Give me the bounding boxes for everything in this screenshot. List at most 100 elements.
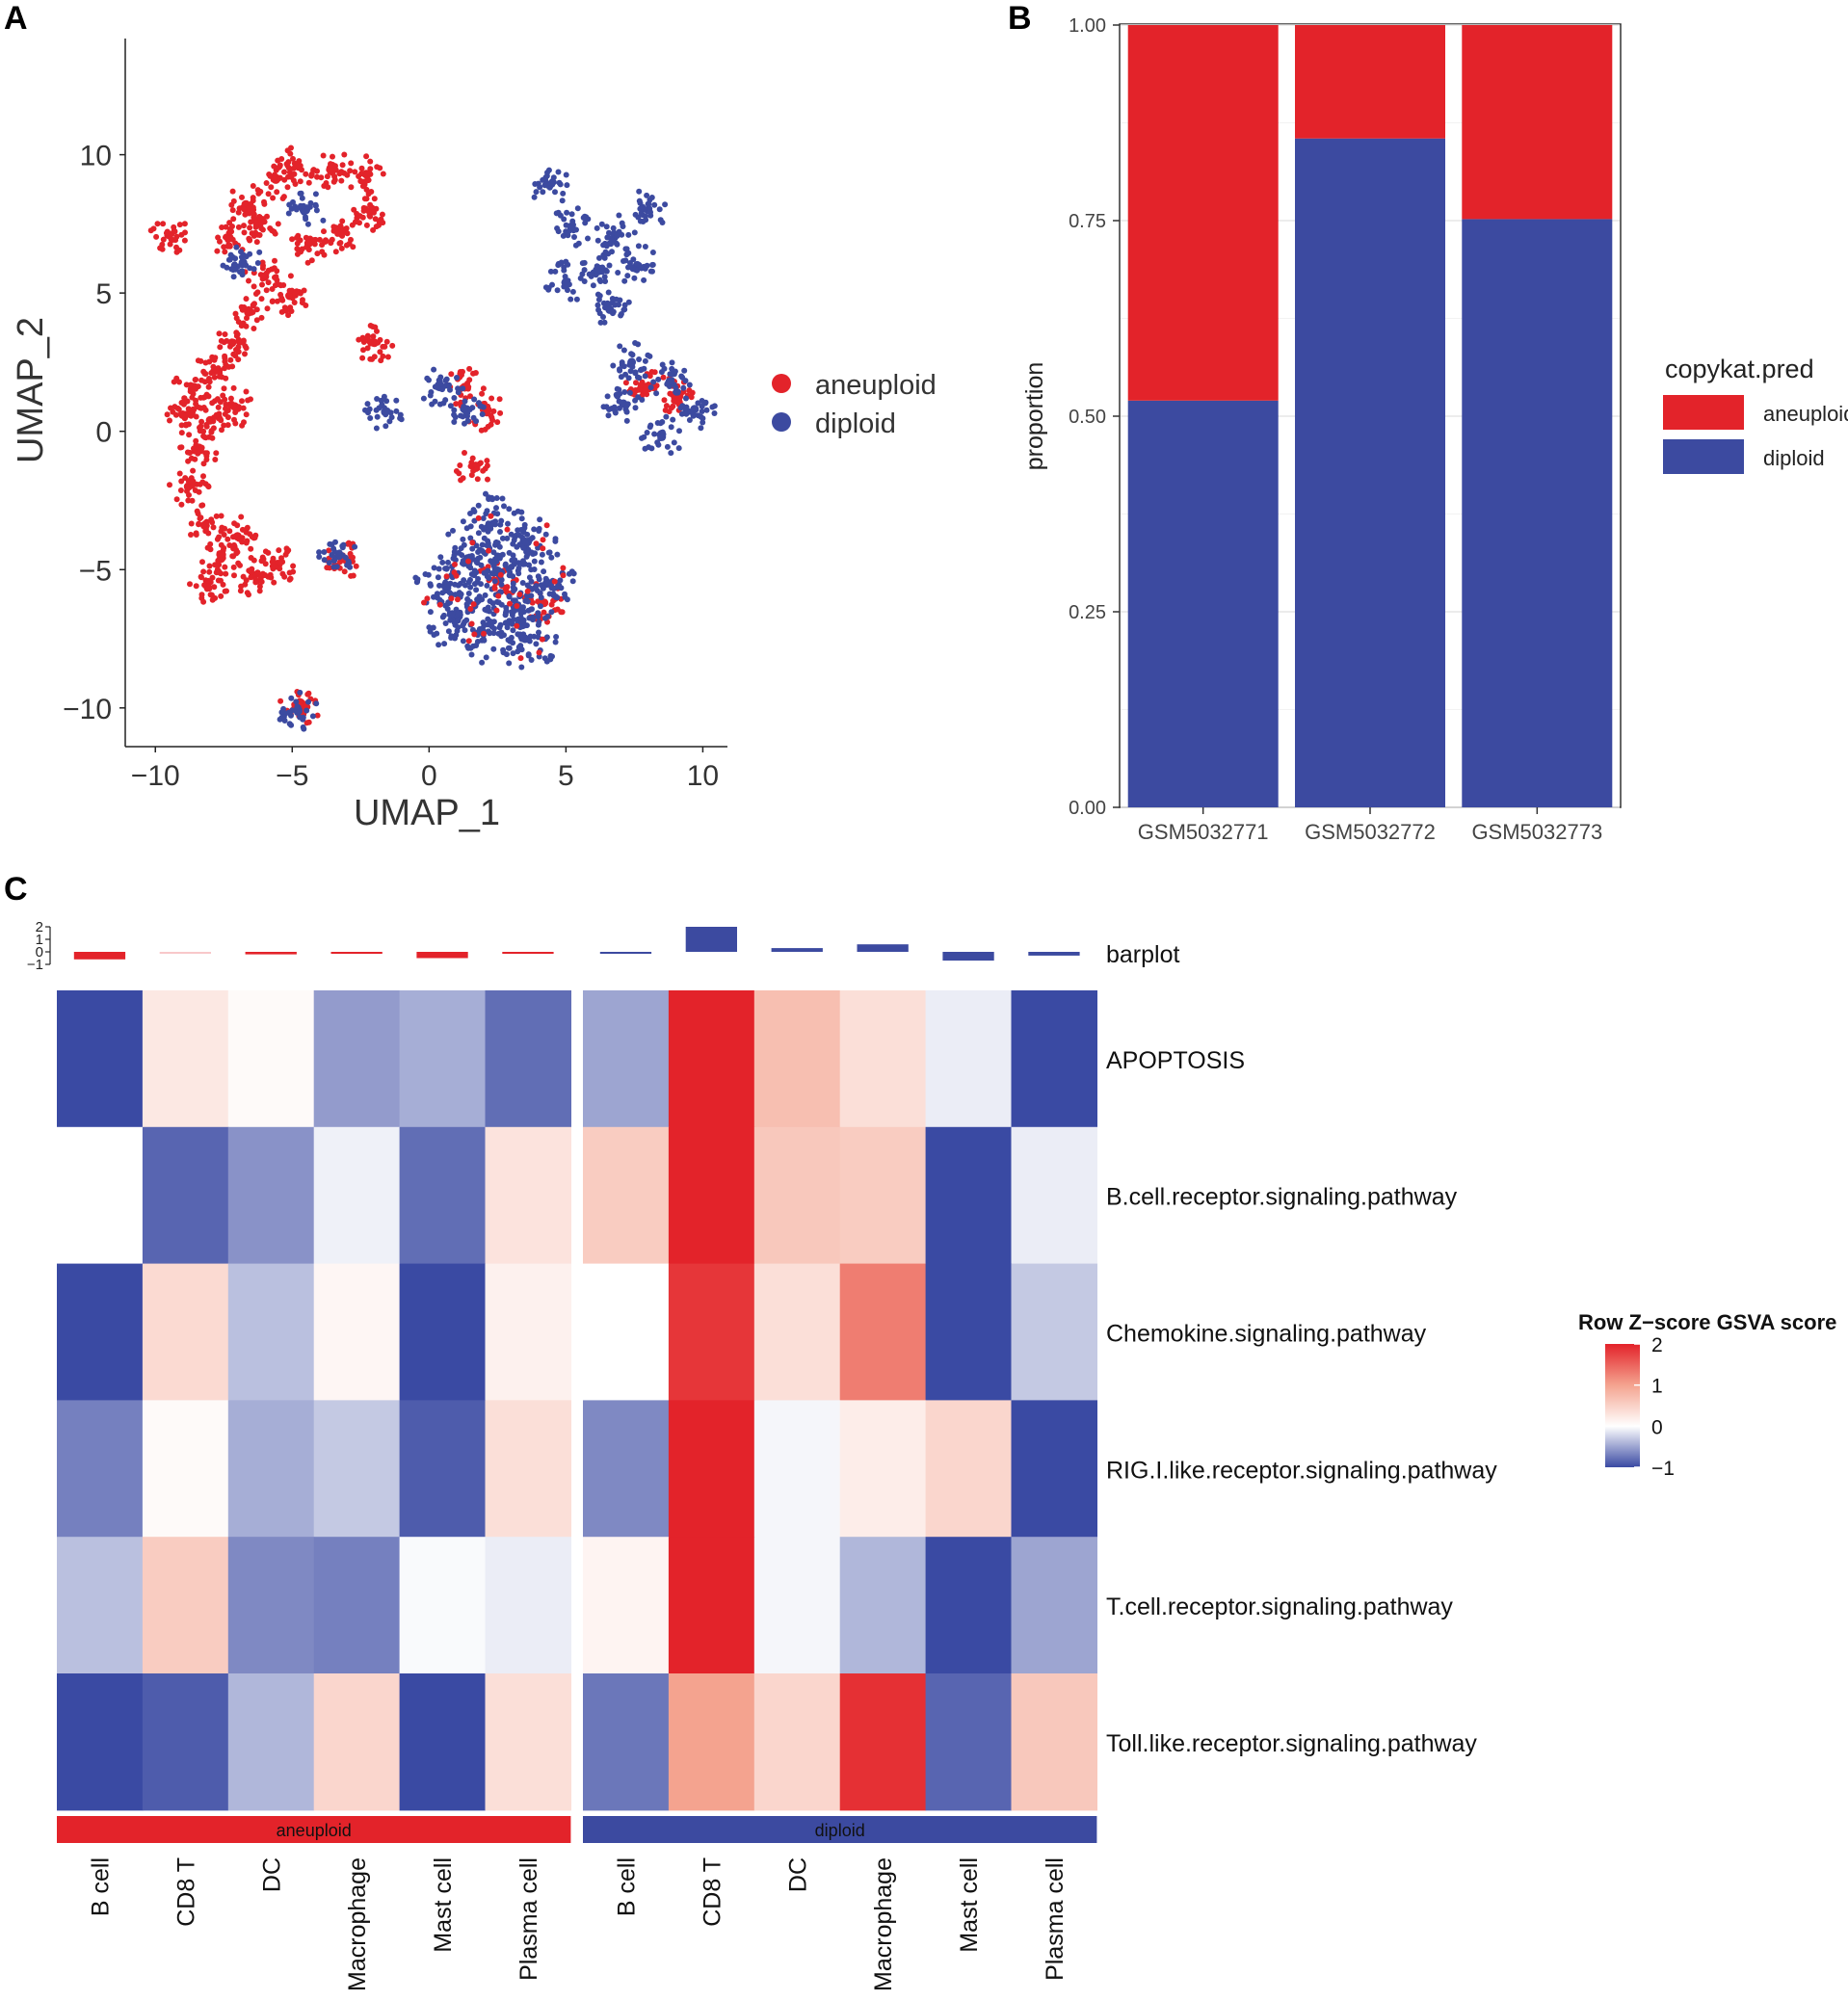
umap-point-diploid	[636, 375, 643, 382]
umap-point-aneuploid	[271, 579, 277, 586]
bar-x-tick-label: GSM5032771	[1138, 820, 1269, 844]
heatmap-column-label: DC	[258, 1857, 285, 1892]
umap-point-diploid	[470, 507, 477, 513]
umap-point-diploid	[620, 306, 627, 313]
heatmap-cell	[1011, 990, 1097, 1128]
umap-point-aneuploid	[345, 540, 351, 547]
umap-point-aneuploid	[229, 339, 236, 346]
umap-point-aneuploid	[663, 403, 670, 409]
umap-point-aneuploid	[251, 535, 257, 541]
umap-point-diploid	[668, 424, 674, 431]
umap-point-aneuploid	[242, 351, 248, 357]
umap-point-diploid	[625, 299, 632, 305]
umap-point-diploid	[285, 210, 292, 217]
umap-point-aneuploid	[206, 563, 213, 569]
umap-point-aneuploid	[201, 522, 208, 528]
umap-point-aneuploid	[233, 329, 240, 336]
umap-point-diploid	[595, 306, 602, 313]
umap-point-aneuploid	[202, 407, 209, 413]
umap-point-aneuploid	[361, 196, 368, 202]
heatmap-row-label: B.cell.receptor.signaling.pathway	[1106, 1184, 1458, 1211]
umap-point-aneuploid	[265, 573, 272, 580]
umap-point-diploid	[445, 559, 451, 566]
umap-point-aneuploid	[337, 240, 344, 246]
umap-point-aneuploid	[488, 395, 495, 402]
umap-point-diploid	[482, 606, 488, 613]
umap-point-diploid	[441, 641, 448, 647]
umap-point-diploid	[504, 535, 511, 541]
umap-point-aneuploid	[181, 413, 188, 420]
umap-point-diploid	[442, 378, 449, 383]
umap-point-diploid	[512, 557, 518, 564]
umap-point-aneuploid	[206, 418, 213, 425]
umap-point-aneuploid	[221, 422, 227, 429]
umap-point-aneuploid	[448, 595, 455, 602]
umap-point-diploid	[590, 282, 596, 289]
bar-aneuploid-segment	[1295, 25, 1445, 139]
umap-x-tick-label: −5	[276, 760, 308, 792]
umap-point-diploid	[455, 624, 462, 631]
umap-point-aneuploid	[212, 562, 219, 568]
umap-point-aneuploid	[218, 592, 224, 599]
umap-point-aneuploid	[235, 560, 242, 566]
umap-point-aneuploid	[193, 532, 199, 538]
bar-y-tick-label: 0.00	[1069, 798, 1106, 819]
heatmap-cell	[57, 1673, 144, 1811]
umap-point-diploid	[497, 552, 504, 559]
umap-point-aneuploid	[167, 417, 172, 424]
umap-point-aneuploid	[198, 423, 204, 430]
umap-scatter-chart: −10 −5 0 5 10 −10 −5 0 5 10 UMAP_1 UMAP_2 aneupl…	[11, 39, 937, 833]
umap-point-aneuploid	[314, 173, 320, 180]
umap-y-axis-label: UMAP_2	[11, 317, 51, 463]
umap-point-aneuploid	[224, 422, 231, 429]
umap-point-diploid	[695, 412, 701, 419]
umap-point-diploid	[606, 307, 613, 314]
umap-point-diploid	[498, 601, 505, 608]
umap-point-diploid	[509, 620, 515, 627]
umap-point-aneuploid	[304, 691, 311, 698]
heatmap-cell	[668, 1537, 755, 1674]
umap-point-diploid	[303, 216, 309, 223]
heatmap-cell	[925, 1673, 1013, 1811]
umap-point-aneuploid	[452, 561, 458, 567]
umap-point-diploid	[320, 217, 327, 224]
umap-point-diploid	[544, 170, 550, 176]
umap-point-diploid	[483, 654, 489, 661]
umap-point-aneuploid	[198, 418, 205, 425]
umap-y-tick-label: −10	[63, 694, 112, 725]
umap-point-aneuploid	[272, 257, 277, 264]
umap-point-diploid	[680, 384, 687, 391]
umap-point-aneuploid	[230, 216, 237, 223]
umap-point-aneuploid	[238, 583, 245, 590]
umap-point-aneuploid	[378, 357, 384, 364]
umap-point-diploid	[594, 263, 600, 270]
umap-point-aneuploid	[472, 370, 479, 376]
umap-point-diploid	[596, 293, 603, 299]
umap-point-aneuploid	[265, 549, 272, 556]
bar-y-tick-label: 1.00	[1069, 15, 1106, 37]
umap-point-aneuploid	[181, 395, 188, 402]
umap-point-diploid	[414, 578, 421, 585]
umap-point-aneuploid	[259, 265, 266, 272]
umap-point-diploid	[631, 275, 638, 281]
heatmap-legend-title: Row Z−score GSVA score	[1578, 1310, 1836, 1334]
umap-point-diploid	[436, 642, 442, 648]
umap-point-diploid	[711, 410, 718, 416]
umap-point-diploid	[451, 395, 458, 401]
umap-point-aneuploid	[232, 420, 239, 427]
umap-point-aneuploid	[341, 151, 348, 158]
umap-point-diploid	[542, 531, 549, 538]
umap-point-diploid	[475, 530, 482, 537]
umap-point-diploid	[500, 646, 507, 653]
umap-point-diploid	[326, 560, 332, 566]
umap-point-diploid	[340, 541, 347, 548]
heatmap-cell	[57, 1126, 144, 1265]
umap-point-aneuploid	[332, 167, 339, 173]
umap-point-diploid	[525, 651, 532, 658]
umap-point-aneuploid	[339, 162, 346, 169]
umap-point-aneuploid	[160, 236, 167, 243]
umap-point-aneuploid	[215, 557, 222, 564]
umap-point-diploid	[628, 351, 635, 357]
umap-point-diploid	[653, 390, 660, 397]
legend-diploid-label: diploid	[815, 408, 896, 439]
